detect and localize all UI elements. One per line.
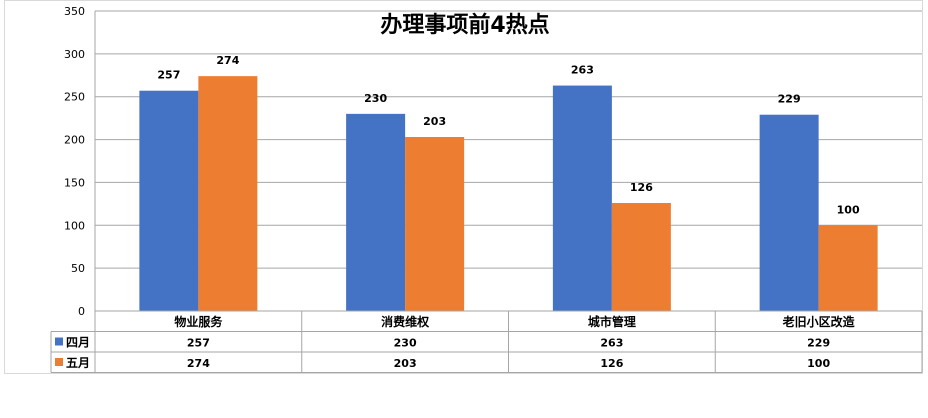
table-cell: 274 (187, 357, 210, 370)
table-cell: 229 (807, 337, 830, 350)
data-label: 230 (364, 92, 387, 105)
data-labels: 257 274 230 203 263 126 229 100 (157, 54, 860, 216)
y-tick-label: 350 (64, 5, 85, 18)
data-label: 100 (837, 203, 860, 216)
data-label: 229 (778, 93, 801, 106)
bar-五月-物业服务 (198, 76, 258, 312)
data-label: 257 (157, 69, 180, 82)
category-label: 消费维权 (381, 314, 430, 329)
legend-key-五月 (55, 358, 63, 366)
data-label: 126 (630, 181, 653, 194)
y-tick-label: 50 (71, 262, 85, 275)
y-axis-ticks: 0 50 100 150 200 250 300 350 (64, 5, 85, 318)
bar-五月-消费维权 (405, 137, 465, 311)
y-tick-label: 250 (64, 91, 85, 104)
category-label: 城市管理 (588, 314, 636, 329)
bar-五月-老旧小区改造 (818, 225, 878, 311)
category-label: 物业服务 (174, 314, 223, 329)
table-cell: 126 (600, 357, 623, 370)
y-tick-label: 150 (64, 176, 85, 189)
y-tick-label: 0 (78, 305, 85, 318)
legend-key-四月 (55, 337, 63, 346)
table-cell: 230 (394, 337, 417, 350)
bar-四月-物业服务 (139, 90, 199, 311)
data-label: 263 (571, 64, 594, 77)
bar-四月-城市管理 (552, 85, 612, 311)
bar-四月-消费维权 (346, 113, 406, 311)
legend-label: 四月 (66, 336, 90, 350)
bars (139, 76, 878, 312)
table-cell: 263 (600, 337, 623, 350)
bar-四月-老旧小区改造 (759, 114, 819, 311)
category-label: 老旧小区改造 (783, 314, 856, 329)
bar-五月-城市管理 (611, 203, 671, 311)
y-tick-label: 200 (64, 134, 85, 147)
chart-title: 办理事项前4热点 (380, 12, 549, 38)
table-cell: 257 (187, 337, 210, 350)
table-cell: 203 (394, 357, 417, 370)
y-tick-label: 300 (64, 48, 85, 61)
table-cell: 100 (807, 357, 830, 370)
data-label: 203 (423, 115, 446, 128)
data-label: 274 (216, 54, 239, 67)
y-tick-label: 100 (64, 219, 85, 232)
legend-label: 五月 (66, 356, 90, 370)
